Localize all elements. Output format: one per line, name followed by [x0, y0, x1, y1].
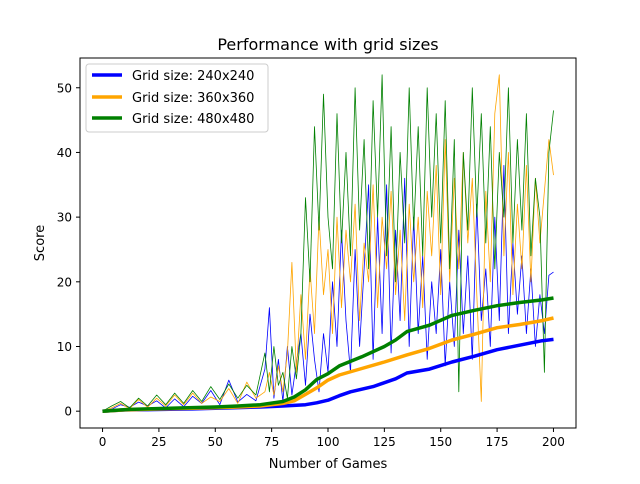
- y-axis-label: Score: [33, 225, 48, 261]
- x-axis-label: Number of Games: [269, 457, 388, 472]
- x-tick-label: 25: [151, 435, 166, 449]
- x-axis-ticks: 0 25 50 75 100 125 150 175 200: [99, 428, 565, 449]
- legend-box: [85, 63, 269, 133]
- legend-label-360: Grid size: 360x360: [132, 91, 254, 106]
- chart-title: Performance with grid sizes: [217, 35, 438, 54]
- x-tick-label: 200: [542, 435, 565, 449]
- y-tick-label: 50: [57, 81, 72, 95]
- x-tick-label: 125: [373, 435, 396, 449]
- x-tick-label: 0: [99, 435, 107, 449]
- series-line-5-score: [102, 74, 554, 412]
- x-tick-label: 175: [486, 435, 509, 449]
- series-line-2-mean: [102, 296, 554, 413]
- series-line-3-score: [102, 165, 554, 412]
- x-tick-label: 50: [208, 435, 223, 449]
- y-tick-label: 0: [64, 405, 72, 419]
- series-lines: [102, 74, 554, 413]
- y-tick-label: 30: [57, 211, 72, 225]
- y-tick-label: 40: [57, 146, 72, 160]
- y-tick-label: 20: [57, 275, 72, 289]
- legend-label-240: Grid size: 240x240: [132, 69, 254, 84]
- x-tick-label: 75: [264, 435, 279, 449]
- y-tick-label: 10: [57, 340, 72, 354]
- y-axis-ticks: 0 10 20 30 40 50: [57, 81, 80, 419]
- legend-label-480: Grid size: 480x480: [132, 112, 254, 127]
- x-tick-label: 100: [317, 435, 340, 449]
- x-tick-label: 150: [429, 435, 452, 449]
- series-line-4-score: [102, 74, 554, 412]
- legend: Grid size: 240x240 Grid size: 360x360 Gr…: [85, 63, 269, 133]
